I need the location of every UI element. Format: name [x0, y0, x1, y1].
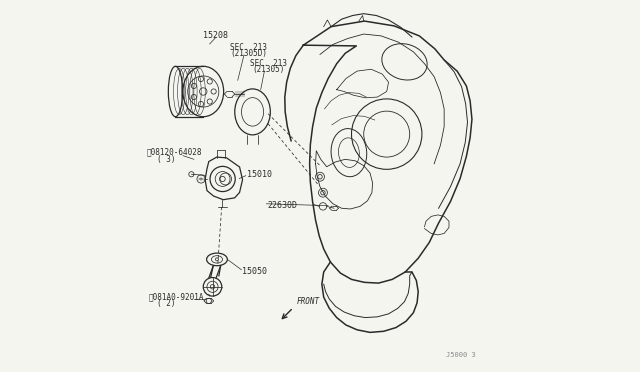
Text: SEC. 213: SEC. 213 [230, 42, 268, 51]
Text: Ⓒ08120-64028: Ⓒ08120-64028 [147, 147, 202, 156]
Circle shape [319, 188, 328, 197]
Text: J5000 3: J5000 3 [446, 352, 476, 358]
Text: (21305D): (21305D) [230, 49, 268, 58]
Text: 15050: 15050 [242, 267, 267, 276]
Text: FRONT: FRONT [296, 297, 319, 306]
Text: ( 2): ( 2) [157, 299, 175, 308]
Text: 15010: 15010 [248, 170, 273, 179]
Text: Ⓒ081A0-9201A: Ⓒ081A0-9201A [148, 293, 204, 302]
Circle shape [316, 172, 324, 181]
Text: 15208: 15208 [203, 31, 228, 41]
Text: ( 3): ( 3) [157, 155, 175, 164]
Text: SEC. 213: SEC. 213 [250, 59, 287, 68]
Text: (21305): (21305) [252, 65, 284, 74]
Text: 22630D: 22630D [268, 201, 298, 210]
